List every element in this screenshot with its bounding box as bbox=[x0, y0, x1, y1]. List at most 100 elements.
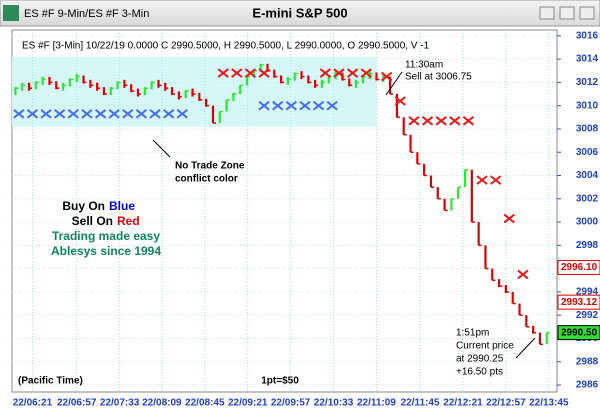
annotation: +16.50 pts bbox=[456, 367, 503, 378]
y-tick-label: 3006 bbox=[576, 147, 599, 158]
stop-marker bbox=[231, 68, 243, 78]
buy-word: Blue bbox=[109, 199, 135, 213]
x-tick-label: 22/09:57 bbox=[271, 398, 311, 409]
stop-marker bbox=[149, 109, 161, 119]
stop-marker bbox=[517, 269, 529, 280]
price-tag-label: 2990.50 bbox=[561, 327, 598, 338]
stop-marker bbox=[244, 68, 257, 78]
stop-marker bbox=[449, 116, 461, 126]
y-tick-label: 2992 bbox=[576, 310, 599, 321]
x-tick-label: 22/13:45 bbox=[529, 398, 569, 409]
annotation: No Trade Zone bbox=[175, 161, 245, 172]
annotation: at 2990.25 bbox=[456, 354, 504, 365]
stop-marker bbox=[285, 100, 297, 111]
annotation: Sell at 3006.75 bbox=[405, 72, 472, 83]
stop-marker bbox=[319, 68, 331, 78]
x-tick-label: 22/10:33 bbox=[314, 398, 354, 409]
stop-marker bbox=[503, 213, 515, 224]
point-value-note: 1pt=$50 bbox=[261, 376, 299, 387]
stop-marker bbox=[299, 100, 311, 111]
price-tag-label: 2993.12 bbox=[561, 297, 598, 308]
maximize-button[interactable] bbox=[559, 6, 575, 20]
stop-marker bbox=[312, 100, 325, 111]
sell-word: Red bbox=[117, 214, 140, 228]
stop-marker bbox=[163, 109, 175, 119]
annotation: 11:30am bbox=[405, 60, 443, 71]
x-tick-label: 22/12:21 bbox=[443, 398, 483, 409]
stop-marker bbox=[394, 96, 406, 106]
stop-marker bbox=[94, 109, 107, 119]
stop-marker bbox=[462, 116, 475, 126]
stop-marker bbox=[435, 116, 447, 126]
stop-marker bbox=[476, 175, 488, 185]
y-tick-label: 3008 bbox=[576, 124, 599, 135]
x-tick-label: 22/11:45 bbox=[401, 398, 440, 409]
stop-marker bbox=[108, 109, 120, 119]
sell-label: Sell On bbox=[72, 214, 113, 228]
stop-marker bbox=[421, 116, 434, 126]
y-tick-label: 3012 bbox=[576, 77, 599, 88]
y-tick-label: 2988 bbox=[576, 356, 599, 367]
chart-title: E-mini S&P 500 bbox=[252, 5, 347, 20]
stop-marker bbox=[81, 109, 93, 119]
y-tick-label: 3010 bbox=[576, 100, 599, 111]
stop-marker bbox=[408, 116, 420, 126]
annotation: 1:51pm bbox=[456, 328, 489, 339]
app-icon bbox=[3, 5, 19, 21]
annotation-arrow bbox=[152, 139, 171, 158]
window-title: ES #F 9-Min/ES #F 3-Min bbox=[24, 8, 149, 20]
y-tick-label: 2986 bbox=[576, 380, 599, 391]
plot bbox=[12, 30, 557, 392]
y-tick-label: 3000 bbox=[576, 217, 599, 228]
annotation-arrow bbox=[515, 337, 536, 359]
minimize-button[interactable] bbox=[539, 6, 555, 20]
title-bar bbox=[0, 0, 600, 27]
stop-marker bbox=[135, 109, 148, 119]
timezone-note: (Pacific Time) bbox=[18, 376, 83, 387]
stop-marker bbox=[26, 109, 39, 119]
y-tick-label: 3016 bbox=[576, 30, 599, 41]
x-tick-label: 22/11:09 bbox=[357, 398, 396, 409]
stop-marker bbox=[347, 68, 359, 78]
stop-marker bbox=[258, 100, 270, 111]
x-tick-label: 22/06:57 bbox=[57, 398, 97, 409]
price-tag-label: 2996.10 bbox=[561, 262, 598, 273]
stop-marker bbox=[54, 109, 66, 119]
stop-marker bbox=[272, 100, 284, 111]
stop-marker bbox=[13, 109, 25, 119]
x-tick-label: 22/08:09 bbox=[142, 398, 182, 409]
stop-marker bbox=[333, 68, 345, 78]
slogan: Trading made easy bbox=[52, 229, 160, 243]
y-tick-label: 2994 bbox=[576, 287, 599, 298]
stop-marker bbox=[67, 109, 79, 119]
slogan: Ablesys since 1994 bbox=[51, 244, 161, 258]
no-trade-zone bbox=[12, 56, 377, 127]
x-tick-label: 22/12:57 bbox=[486, 398, 526, 409]
stop-marker bbox=[490, 175, 502, 185]
stop-marker bbox=[217, 68, 229, 78]
stop-marker bbox=[360, 68, 372, 78]
x-tick-label: 22/07:33 bbox=[100, 398, 140, 409]
y-tick-label: 3004 bbox=[576, 170, 599, 181]
window-buttons[interactable] bbox=[539, 6, 595, 20]
price-tag bbox=[557, 259, 600, 275]
price-tag bbox=[557, 294, 600, 310]
y-tick-label: 3014 bbox=[576, 54, 599, 65]
annotation-arrow bbox=[385, 71, 403, 96]
price-tag bbox=[557, 325, 600, 341]
buy-label: Buy On bbox=[62, 199, 105, 213]
stop-marker bbox=[326, 100, 338, 111]
plot-frame bbox=[11, 29, 558, 393]
stop-marker bbox=[40, 109, 52, 119]
stop-marker bbox=[258, 68, 270, 78]
stop-marker bbox=[122, 109, 134, 119]
x-tick-label: 22/06:21 bbox=[13, 398, 53, 409]
close-button[interactable] bbox=[579, 6, 595, 20]
x-tick-label: 22/08:45 bbox=[185, 398, 225, 409]
header-line: ES #F [3-Min] 10/22/19 0.0000 C 2990.500… bbox=[22, 41, 430, 52]
annotation: Current price bbox=[456, 341, 514, 352]
x-tick-label: 22/09:21 bbox=[228, 398, 268, 409]
stop-marker bbox=[381, 71, 393, 82]
y-tick-label: 2998 bbox=[576, 240, 599, 251]
